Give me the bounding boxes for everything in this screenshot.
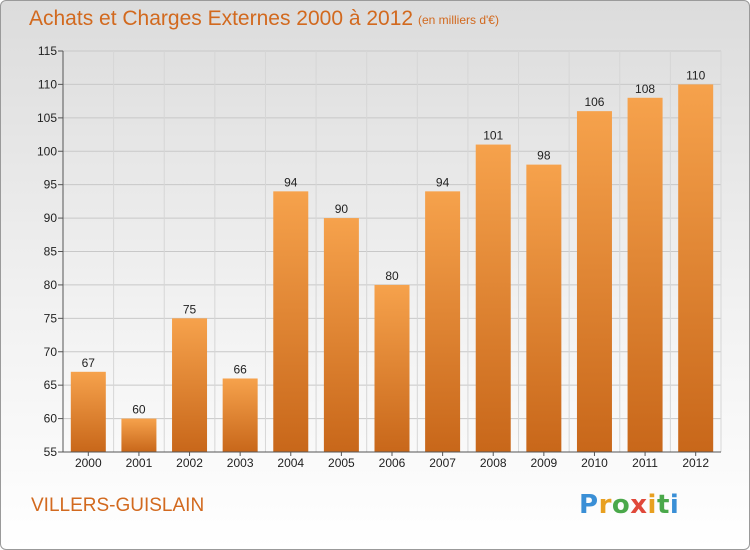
data-label: 80 bbox=[385, 269, 399, 283]
y-tick-label: 85 bbox=[44, 245, 58, 259]
bar bbox=[374, 284, 410, 452]
y-tick-label: 95 bbox=[44, 178, 58, 192]
x-tick-label: 2011 bbox=[632, 456, 658, 470]
proxiti-logo: Proxiti bbox=[579, 490, 680, 520]
bars bbox=[70, 84, 714, 453]
x-tick-label: 2000 bbox=[75, 456, 102, 470]
bar bbox=[222, 378, 258, 452]
x-tick-label: 2005 bbox=[328, 456, 355, 470]
chart-unit: (en milliers d'€) bbox=[418, 13, 499, 27]
x-tick-label: 2006 bbox=[379, 456, 406, 470]
data-label: 60 bbox=[132, 403, 146, 417]
y-tick-label: 75 bbox=[44, 311, 58, 325]
bar bbox=[526, 164, 562, 452]
x-tick-label: 2009 bbox=[530, 456, 557, 470]
data-label: 106 bbox=[584, 95, 604, 109]
chart-title: Achats et Charges Externes 2000 à 2012 bbox=[29, 7, 414, 30]
y-tick-label: 80 bbox=[44, 278, 58, 292]
bar bbox=[475, 144, 511, 453]
x-tick-label: 2010 bbox=[581, 456, 608, 470]
y-tick-label: 100 bbox=[37, 144, 57, 158]
data-label: 66 bbox=[233, 362, 247, 376]
data-label: 94 bbox=[436, 175, 450, 189]
y-tick-label: 105 bbox=[37, 111, 57, 125]
y-tick-label: 90 bbox=[44, 211, 58, 225]
bar bbox=[678, 84, 714, 453]
bar bbox=[627, 97, 663, 453]
x-tick-label: 2004 bbox=[277, 456, 304, 470]
data-label: 101 bbox=[483, 129, 503, 143]
bar bbox=[425, 191, 461, 452]
data-label: 90 bbox=[335, 202, 349, 216]
data-label: 94 bbox=[284, 175, 298, 189]
data-label: 108 bbox=[635, 82, 655, 96]
labels: 55 60 65 70 75 80 85 90 95 100 105 110 115 67 2000 60 20… bbox=[37, 44, 709, 470]
bar bbox=[576, 111, 612, 453]
town-name: VILLERS-GUISLAIN bbox=[31, 495, 205, 516]
y-tick-label: 70 bbox=[44, 345, 58, 359]
x-tick-label: 2012 bbox=[682, 456, 709, 470]
bar bbox=[172, 318, 208, 452]
x-tick-label: 2008 bbox=[480, 456, 507, 470]
y-tick-label: 110 bbox=[38, 77, 57, 91]
axes bbox=[58, 50, 721, 456]
data-label: 98 bbox=[537, 149, 551, 163]
x-tick-label: 2003 bbox=[227, 456, 254, 470]
y-tick-label: 60 bbox=[44, 412, 58, 426]
data-label: 110 bbox=[686, 68, 705, 82]
x-tick-label: 2007 bbox=[429, 456, 456, 470]
bar bbox=[121, 418, 157, 452]
bar bbox=[273, 191, 309, 452]
x-tick-label: 2001 bbox=[126, 456, 153, 470]
x-tick-label: 2002 bbox=[176, 456, 203, 470]
y-tick-label: 65 bbox=[44, 378, 58, 392]
bar bbox=[323, 218, 359, 452]
y-tick-label: 55 bbox=[44, 445, 58, 459]
data-label: 75 bbox=[183, 302, 197, 316]
data-label: 67 bbox=[82, 356, 96, 370]
y-tick-label: 115 bbox=[38, 44, 57, 58]
bar bbox=[70, 371, 106, 452]
